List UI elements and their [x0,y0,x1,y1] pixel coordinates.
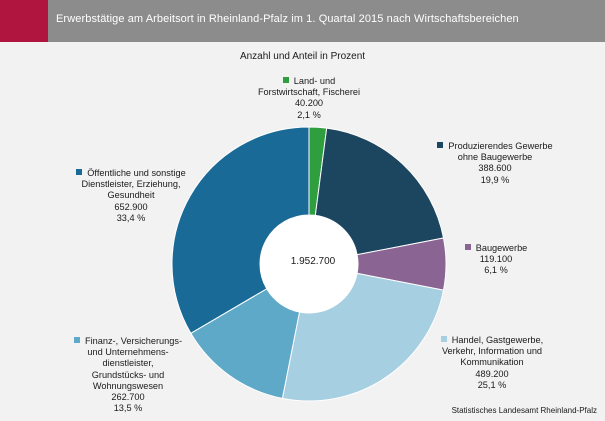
slice-label-line: Baugewerbe [416,243,576,254]
slice-label-text: Öffentliche und sonstige [87,168,186,178]
source-note: Statistisches Landesamt Rheinland-Pfalz [451,406,597,415]
slice-label-text: und Unternehmens- [87,347,169,358]
slice-label-text: Gesundheit [107,190,155,201]
slice-label-text: Forstwirtschaft, Fischerei [257,87,361,98]
legend-swatch-icon [440,336,447,342]
slice-percent: 25,1 % [477,379,507,390]
slice-value: 119.100 [479,254,513,265]
slice-label-4: Finanz-, Versicherungs-und Unternehmens-… [48,336,208,414]
chart-title: Erwerbstätige am Arbeitsort in Rheinland… [56,13,519,25]
slice-label-text: Wohnungswesen [92,380,164,391]
total-label: 1.952.700 [290,256,336,267]
slice-label-text: Produzierendes Gewerbe [448,141,553,151]
slice-label-line: ohne Baugewerbe [415,152,575,163]
slice-label-line: Land- und [229,76,389,87]
slice-percent: 13,5 % [113,403,143,414]
slice-value: 40.200 [294,98,324,109]
slice-percent: 2,1 % [297,109,321,120]
legend-swatch-icon [464,244,471,250]
slice-label-line: Kommunikation [412,357,572,368]
slice-label-text: Grundstücks- und [91,369,165,380]
slice-label-text: dienstleister, [102,358,154,369]
slice-label-text: Kommunikation [460,357,524,368]
donut-slice-5 [171,126,310,334]
slice-label-2: Baugewerbe 119.100 6,1 % [416,243,576,277]
slice-label-line: Gesundheit [51,190,211,201]
slice-label-text: Dienstleister, Erziehung, [81,179,181,190]
slice-label-line: Öffentliche und sonstige [51,168,211,179]
slice-label-text: Finanz-, Versicherungs- [84,336,183,346]
slice-label-text: Land- und [293,76,336,86]
slice-label-line: Verkehr, Information und [412,346,572,357]
slice-label-line: Grundstücks- und [48,370,208,381]
slice-percent: 6,1 % [484,265,508,276]
slice-label-line: Forstwirtschaft, Fischerei [229,87,389,98]
slice-label-line: Handel, Gastgewerbe, [412,335,572,346]
slice-percent: 33,4 % [116,212,146,223]
slice-label-text: Verkehr, Information und [441,346,543,357]
legend-swatch-icon [73,337,80,343]
slice-label-text: Baugewerbe [475,243,528,253]
title-bar [0,0,605,42]
slice-percent: 19,9 % [480,174,510,185]
legend-swatch-icon [76,169,83,175]
slice-label-0: Land- und Forstwirtschaft, Fischerei 40.20… [229,76,389,121]
slice-label-1: Produzierendes Gewerbe ohne Baugewerbe 388… [415,141,575,186]
slice-value: 489.200 [475,368,509,379]
title-accent [0,0,48,42]
legend-swatch-icon [282,77,289,83]
slice-label-text: ohne Baugewerbe [457,152,533,163]
donut-hole [260,215,358,313]
slice-label-line: Dienstleister, Erziehung, [51,179,211,190]
slice-label-3: Handel, Gastgewerbe, Verkehr, Information… [412,335,572,391]
slice-label-5: Öffentliche und sonstige Dienstleister, E… [51,168,211,224]
slice-label-line: Wohnungswesen [48,381,208,392]
slice-label-line: und Unternehmens- [48,347,208,358]
slice-label-text: Handel, Gastgewerbe, [451,335,544,345]
slice-label-line: Produzierendes Gewerbe [415,141,575,152]
legend-swatch-icon [437,142,444,148]
slice-label-line: dienstleister, [48,358,208,369]
slice-value: 262.700 [111,392,145,403]
slice-label-line: Finanz-, Versicherungs- [48,336,208,347]
chart-subtitle: Anzahl und Anteil in Prozent [239,51,366,62]
slice-value: 388.600 [478,163,512,174]
slice-value: 652.900 [114,201,148,212]
